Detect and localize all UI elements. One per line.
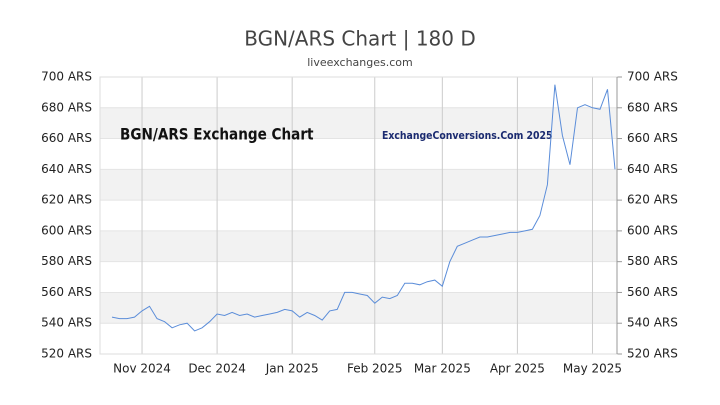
x-tick-label: Mar 2025 [414,362,471,376]
annotation: ExchangeConversions.Com 2025 [382,131,553,143]
x-tick-label: May 2025 [563,362,622,376]
y2-tick-label: 680 ARS [627,100,678,114]
y-tick-label: 580 ARS [41,254,92,268]
y2-tick-label: 580 ARS [627,254,678,268]
y2-tick-label: 640 ARS [627,162,678,176]
chart-subtitle: liveexchanges.com [307,56,412,69]
grid-band [100,292,617,324]
y2-tick-label: 560 ARS [627,285,678,299]
y-tick-label: 660 ARS [41,131,92,145]
y2-tick-label: 540 ARS [627,316,678,330]
chart-title: BGN/ARS Chart | 180 D [244,27,476,51]
grid-band [100,230,617,262]
x-tick-label: Apr 2025 [490,362,545,376]
y-tick-label: 560 ARS [41,285,92,299]
y2-tick-label: 620 ARS [627,193,678,207]
y-tick-label: 620 ARS [41,193,92,207]
y2-tick-label: 600 ARS [627,223,678,237]
y2-tick-label: 700 ARS [627,70,678,84]
y-tick-label: 680 ARS [41,100,92,114]
x-tick-label: Dec 2024 [188,362,246,376]
line-series [111,84,616,332]
y-tick-label: 700 ARS [41,70,92,84]
grid-band [100,169,617,201]
y2-tick-label: 520 ARS [627,347,678,361]
y-tick-label: 520 ARS [41,347,92,361]
x-tick-label: Nov 2024 [113,362,171,376]
annotation: BGN/ARS Exchange Chart [120,125,314,143]
y-tick-label: 540 ARS [41,316,92,330]
grid-band [100,107,617,139]
y-tick-label: 640 ARS [41,162,92,176]
y-tick-label: 600 ARS [41,223,92,237]
x-tick-label: Feb 2025 [347,362,403,376]
x-tick-label: Jan 2025 [265,362,319,376]
y2-tick-label: 660 ARS [627,131,678,145]
